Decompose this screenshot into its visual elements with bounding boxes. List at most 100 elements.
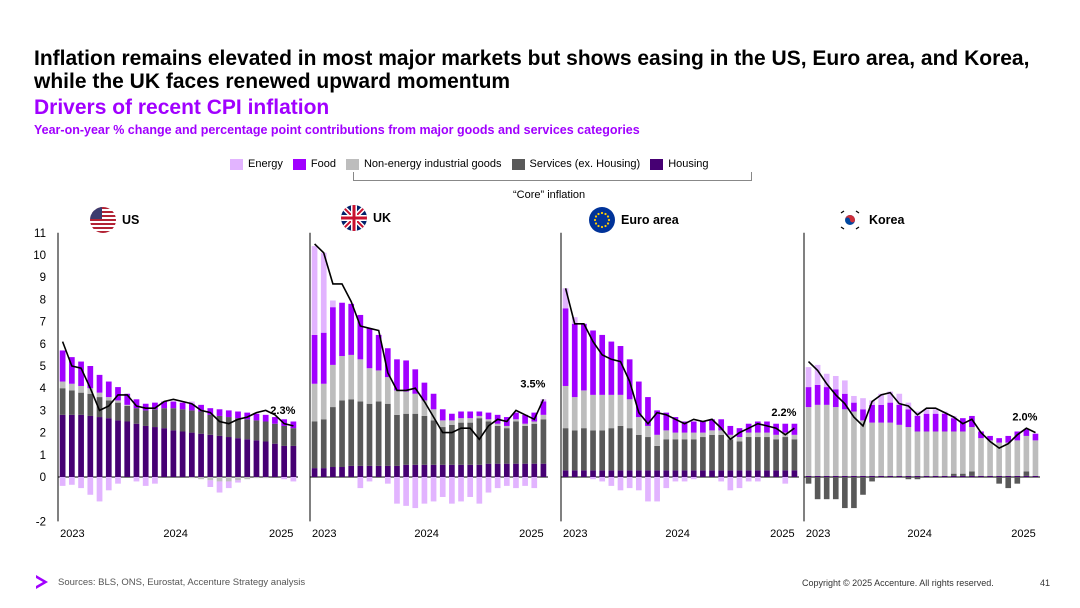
- bar-energy: [932, 409, 939, 414]
- bar-energy: [439, 477, 446, 497]
- bar-housing: [887, 475, 894, 477]
- bar-food: [905, 409, 912, 428]
- bar-energy: [590, 477, 596, 480]
- x-tick-label: 2024: [163, 528, 187, 540]
- bar-non-energy-industrial-goods: [709, 430, 715, 435]
- bar-food: [458, 411, 464, 419]
- bar-non-energy-industrial-goods: [941, 431, 948, 476]
- bar-services-ex-housing-: [179, 409, 186, 432]
- bar-food: [412, 369, 419, 394]
- bar-non-energy-industrial-goods: [727, 434, 734, 440]
- bar-energy: [690, 477, 697, 480]
- bar-housing: [262, 441, 269, 477]
- bar-non-energy-industrial-goods: [654, 434, 660, 446]
- bar-services-ex-housing-: [562, 428, 569, 471]
- bar-non-energy-industrial-goods: [645, 425, 651, 438]
- bar-services-ex-housing-: [87, 393, 94, 416]
- bar-non-energy-industrial-goods: [513, 419, 519, 422]
- legend-swatch-goods: [345, 158, 359, 170]
- bar-food: [1023, 429, 1030, 436]
- bar-energy: [851, 395, 857, 403]
- bar-housing: [718, 470, 725, 477]
- x-tick-label: 2023: [60, 528, 84, 540]
- bar-food: [430, 393, 437, 410]
- bar-non-energy-industrial-goods: [635, 417, 642, 435]
- bar-housing: [663, 470, 670, 477]
- bar-non-energy-industrial-goods: [207, 477, 214, 481]
- bar-energy: [782, 477, 789, 484]
- bar-energy: [571, 317, 578, 324]
- bar-food: [235, 411, 241, 419]
- bar-services-ex-housing-: [617, 425, 624, 471]
- bar-services-ex-housing-: [672, 439, 679, 471]
- bar-services-ex-housing-: [860, 477, 866, 495]
- bar-non-energy-industrial-goods: [960, 431, 966, 474]
- bar-non-energy-industrial-goods: [700, 432, 706, 438]
- bar-housing: [216, 435, 223, 477]
- bar-energy: [357, 477, 364, 489]
- bar-food: [522, 414, 528, 424]
- bar-energy: [727, 477, 734, 491]
- korea-flag-icon: [837, 207, 863, 233]
- bar-housing: [571, 470, 578, 477]
- bar-food: [718, 419, 725, 431]
- bar-housing: [590, 470, 596, 477]
- bar-housing: [198, 433, 204, 477]
- bar-non-energy-industrial-goods: [764, 432, 770, 438]
- bar-food: [320, 332, 327, 384]
- bar-energy: [503, 477, 510, 486]
- bar-services-ex-housing-: [253, 420, 260, 441]
- bar-food: [161, 401, 168, 409]
- bar-services-ex-housing-: [996, 477, 1002, 484]
- bar-food: [179, 402, 186, 410]
- bar-non-energy-industrial-goods: [244, 477, 251, 480]
- bar-food: [932, 413, 939, 432]
- bar-food: [124, 393, 131, 405]
- bar-non-energy-industrial-goods: [599, 394, 606, 431]
- bar-non-energy-industrial-goods: [311, 383, 318, 422]
- bar-services-ex-housing-: [198, 411, 204, 434]
- bar-non-energy-industrial-goods: [914, 431, 921, 476]
- bar-food: [878, 404, 884, 423]
- x-tick-label: 2024: [907, 528, 931, 540]
- bar-energy: [681, 477, 688, 482]
- bar-housing: [773, 470, 779, 477]
- bar-housing: [503, 463, 510, 477]
- bar-food: [814, 384, 821, 405]
- bar-non-energy-industrial-goods: [430, 409, 437, 421]
- bar-non-energy-industrial-goods: [216, 477, 223, 482]
- bar-energy: [142, 477, 149, 486]
- bar-non-energy-industrial-goods: [421, 400, 428, 416]
- bar-energy: [718, 477, 725, 482]
- bar-food: [403, 360, 409, 392]
- bar-non-energy-industrial-goods: [531, 421, 538, 424]
- bar-services-ex-housing-: [105, 400, 112, 419]
- bar-housing: [823, 475, 830, 477]
- x-tick-label: 2025: [269, 528, 293, 540]
- bar-non-energy-industrial-goods: [357, 359, 364, 402]
- bar-services-ex-housing-: [503, 428, 510, 464]
- bar-housing: [700, 470, 706, 477]
- bar-energy: [476, 477, 483, 504]
- bar-services-ex-housing-: [244, 419, 251, 440]
- bar-energy: [672, 477, 679, 482]
- bar-housing: [941, 475, 948, 477]
- bar-services-ex-housing-: [311, 421, 318, 469]
- bar-services-ex-housing-: [690, 439, 697, 471]
- last-value-label: 2.3%: [270, 405, 295, 417]
- last-value-label: 2.0%: [1012, 412, 1037, 424]
- legend-label: Housing: [668, 158, 709, 170]
- bar-services-ex-housing-: [540, 419, 547, 464]
- bar-non-energy-industrial-goods: [96, 392, 103, 398]
- bar-food: [923, 413, 930, 432]
- bar-housing: [115, 420, 121, 477]
- bar-services-ex-housing-: [736, 441, 743, 471]
- bar-services-ex-housing-: [663, 439, 670, 471]
- bar-services-ex-housing-: [476, 418, 483, 465]
- bar-non-energy-industrial-goods: [198, 477, 204, 480]
- us-flag-icon: [90, 207, 116, 233]
- bar-housing: [832, 475, 839, 477]
- bar-services-ex-housing-: [764, 437, 770, 471]
- bar-energy: [87, 477, 94, 495]
- bar-food: [394, 359, 400, 391]
